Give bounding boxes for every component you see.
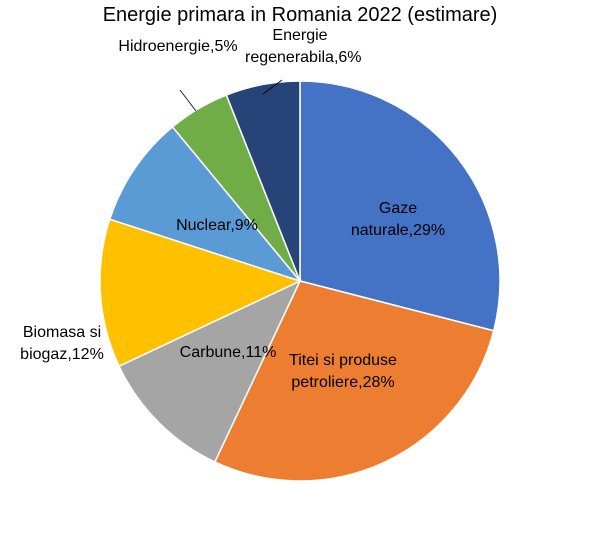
data-label: Gaze naturale,29% xyxy=(333,198,463,242)
value-label: 11% xyxy=(245,344,277,361)
data-label: Hidroenergie,5% xyxy=(113,36,243,58)
pie-slice xyxy=(99,218,303,368)
category-name: Titei si produse petroliere xyxy=(289,352,397,391)
pie-slice xyxy=(118,279,302,463)
category-name: Nuclear xyxy=(176,217,231,234)
label-separator: , xyxy=(333,49,339,66)
category-name: Gaze naturale xyxy=(350,200,418,239)
data-label: Biomasa si biogaz,12% xyxy=(12,322,112,366)
category-name: Hidroenergie xyxy=(118,38,211,55)
category-name: Carbune xyxy=(179,344,242,361)
value-label: 5% xyxy=(214,38,238,55)
leader-line xyxy=(262,79,283,95)
value-label: 12% xyxy=(71,346,104,363)
pie-slice xyxy=(213,280,495,482)
data-label: Carbune,11% xyxy=(173,342,283,364)
category-name: Biomasa si biogaz xyxy=(20,324,102,363)
value-label: 9% xyxy=(234,217,258,234)
chart-title: Energie primara in Romania 2022 (estimar… xyxy=(102,4,498,26)
value-label: 28% xyxy=(362,374,395,391)
pie-slice xyxy=(299,80,501,332)
label-separator: , xyxy=(67,346,72,363)
data-label: Titei si produse petroliere,28% xyxy=(283,350,403,394)
label-separator: , xyxy=(210,38,215,55)
data-label: Energie regenerabila,6% xyxy=(245,25,362,69)
value-label: 29% xyxy=(413,222,446,239)
label-separator: , xyxy=(358,374,363,391)
data-label: Nuclear,9% xyxy=(162,215,272,237)
label-separator: , xyxy=(408,222,414,239)
leader-line xyxy=(179,89,197,112)
category-name: Energie regenerabila xyxy=(245,27,334,66)
pie-slice xyxy=(225,80,301,282)
label-separator: , xyxy=(230,217,235,234)
pie-slice xyxy=(108,125,303,283)
value-label: 6% xyxy=(338,49,362,66)
label-separator: , xyxy=(241,344,246,361)
